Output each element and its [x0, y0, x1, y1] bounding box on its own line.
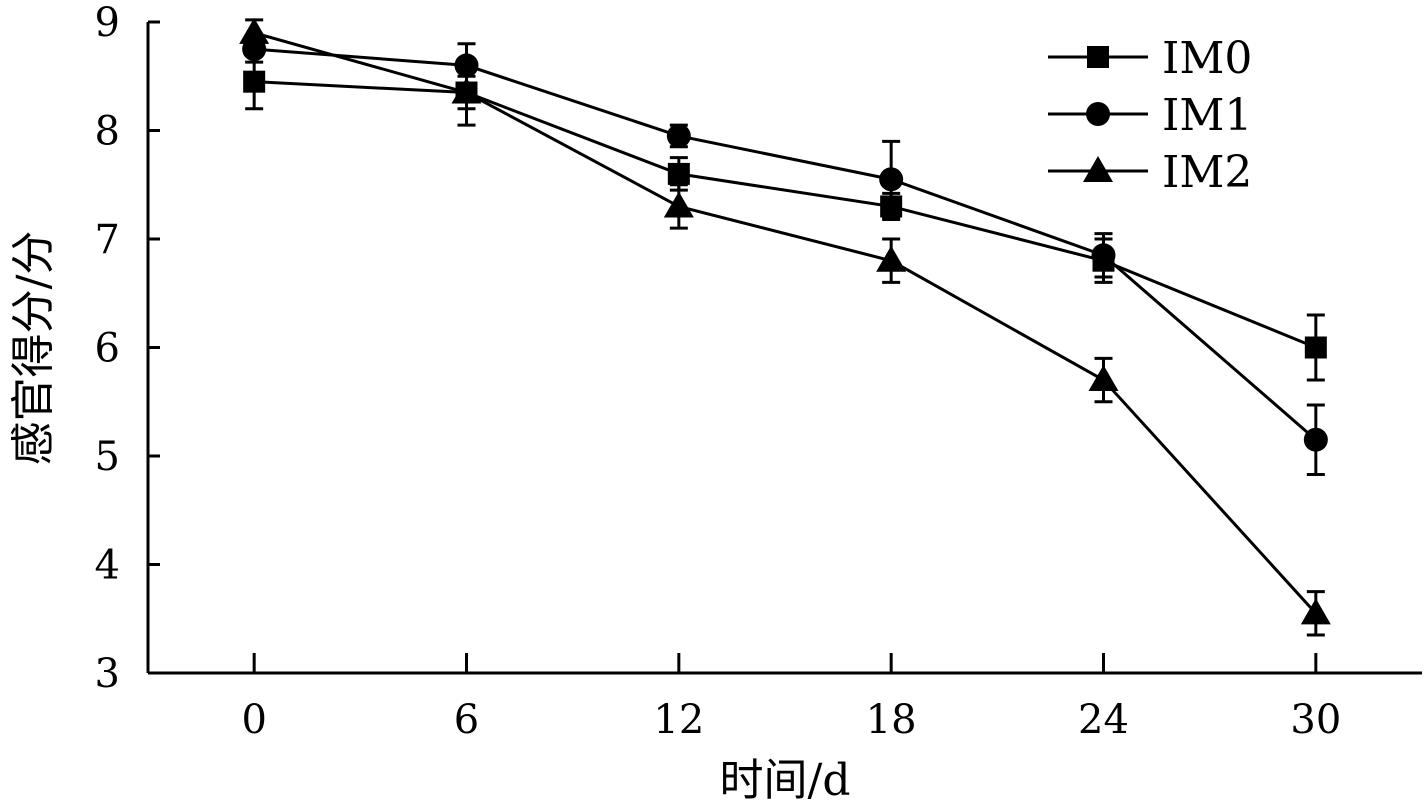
data-point-im2 [876, 245, 907, 272]
axes: 3 4 5 6 7 8 9 0 6 12 18 24 30 [95, 0, 1422, 743]
legend-item-im0: IM0 [1048, 33, 1252, 84]
data-point-im2 [451, 77, 482, 104]
y-axis-title: 感官得分/分 [8, 231, 59, 466]
data-point-im0 [667, 162, 690, 185]
legend-marker [1086, 102, 1110, 126]
y-tick-label: 9 [95, 0, 120, 46]
data-point-im1 [666, 123, 691, 148]
x-tick-label: 18 [866, 697, 917, 743]
series-im2 [239, 17, 1331, 637]
x-tick-label: 12 [653, 697, 704, 743]
legend-item-im1: IM1 [1048, 90, 1252, 141]
series-group [239, 17, 1331, 637]
y-tick-label: 4 [95, 543, 120, 589]
x-tick-label: 24 [1078, 697, 1129, 743]
data-point-im1 [1091, 243, 1116, 268]
legend-label: IM0 [1162, 33, 1252, 84]
series-line-im1 [254, 47, 1317, 441]
legend: IM0 IM1 IM2 [1048, 33, 1252, 198]
legend-item-im2: IM2 [1048, 147, 1252, 198]
legend-marker [1083, 156, 1113, 182]
data-point-im2 [239, 17, 270, 44]
data-point-im2 [1088, 365, 1119, 392]
data-point-im0 [243, 70, 266, 93]
y-tick-label: 8 [95, 109, 120, 155]
series-line-im2 [253, 31, 1317, 615]
data-point-im2 [1300, 598, 1331, 625]
y-tick-label: 6 [95, 326, 120, 372]
data-point-im1 [454, 53, 479, 78]
data-point-im2 [663, 191, 694, 218]
y-tick-label: 5 [95, 434, 120, 480]
x-axis-title: 时间/d [720, 755, 851, 806]
x-tick-label: 30 [1290, 697, 1341, 743]
data-point-im1 [879, 167, 904, 192]
y-tick-label: 7 [95, 217, 120, 263]
legend-label: IM2 [1162, 147, 1252, 198]
x-tick-label: 6 [454, 697, 479, 743]
x-tick-label: 0 [241, 697, 266, 743]
legend-marker [1087, 46, 1109, 68]
legend-label: IM1 [1162, 90, 1252, 141]
series-im0 [243, 53, 1327, 382]
y-tick-label: 3 [95, 651, 120, 697]
series-line-im0 [254, 80, 1317, 349]
data-point-im0 [1304, 336, 1327, 359]
data-point-im1 [1303, 427, 1328, 452]
